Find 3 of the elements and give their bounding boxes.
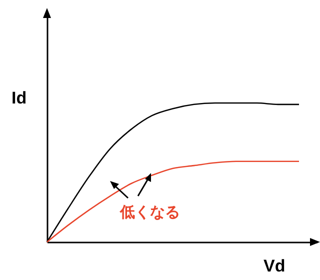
x-axis-title: Vd [264,256,286,276]
annotation: 低くなる [119,204,180,221]
y-axis-title: Id [12,88,27,108]
